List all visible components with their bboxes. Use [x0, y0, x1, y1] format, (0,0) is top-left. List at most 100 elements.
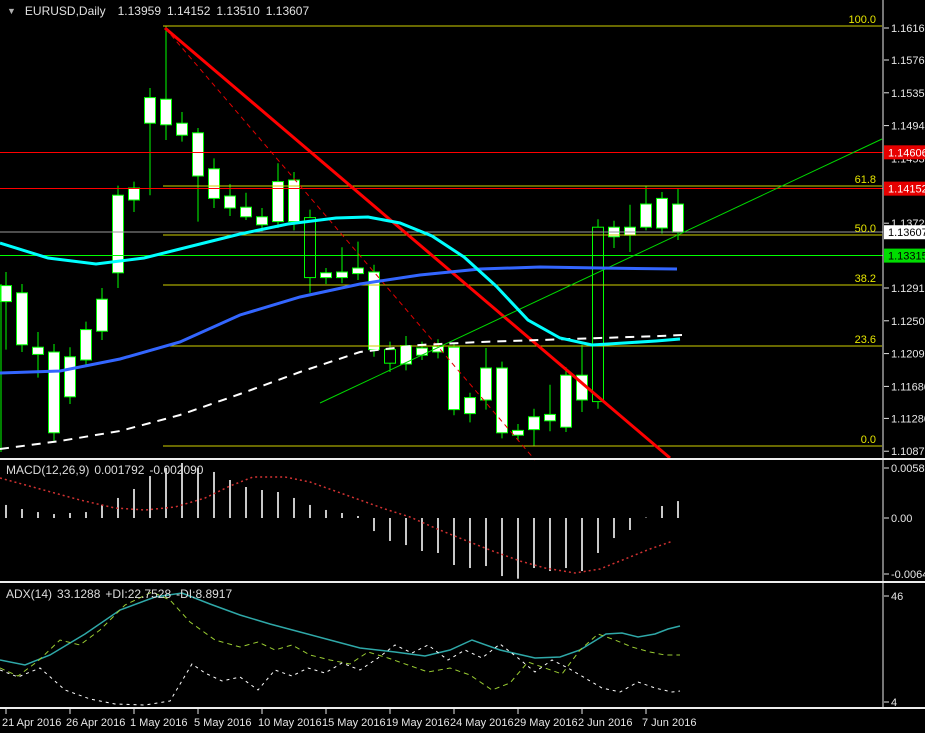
price-axis-label: 1.11680 — [891, 381, 925, 393]
date-axis-label: 15 May 2016 — [322, 717, 386, 729]
long-ma-dashed — [0, 334, 683, 450]
candle-body — [192, 132, 204, 177]
candle-body — [464, 397, 476, 415]
macd-indicator-name: MACD(12,26,9) — [6, 463, 90, 477]
candle-body — [240, 206, 252, 218]
adx-axis-label: 4 — [891, 697, 897, 709]
fib-level-label: 38.2 — [855, 273, 876, 285]
candle-body — [0, 285, 12, 303]
price-axis-label: 1.10870 — [891, 446, 925, 458]
adx-main-line — [0, 592, 681, 666]
price-badge-label: 1.13607 — [888, 227, 925, 239]
candle-body — [528, 416, 540, 431]
fib-level-label: 50.0 — [855, 223, 876, 235]
adx-main-value: 33.1288 — [57, 587, 101, 601]
date-axis-label: 7 Jun 2016 — [642, 717, 696, 729]
price-badge — [884, 145, 925, 160]
candle-body — [352, 267, 364, 275]
candle-body — [304, 217, 316, 279]
plus-di-line — [0, 591, 680, 691]
fast-ma — [0, 215, 681, 347]
adx-pane-label: ADX(14) 33.1288 +DI:22.7528 -DI:8.8917 — [6, 587, 237, 601]
candle-body — [32, 346, 44, 355]
price-badge-label: 1.14606 — [888, 147, 925, 159]
candle-body — [672, 203, 684, 233]
price-badge — [884, 181, 925, 196]
price-badge — [884, 225, 925, 240]
candle-body — [160, 98, 172, 126]
chart-title-bar: ▼ EURUSD,Daily 1.13959 1.14152 1.13510 1.1360… — [7, 4, 315, 18]
ohlc-close-value: 1.13607 — [265, 4, 310, 18]
price-badge-label: 1.14152 — [888, 184, 925, 196]
adx-minus-di-value: -DI:8.8917 — [176, 587, 233, 601]
candle-body — [416, 347, 428, 356]
price-badge — [884, 248, 925, 263]
downtrend-dashed-line — [164, 27, 536, 461]
fib-level-label: 61.8 — [855, 174, 876, 186]
candle-body — [640, 203, 652, 228]
date-axis-label: 29 May 2016 — [514, 717, 578, 729]
candle-body — [592, 226, 604, 403]
price-axis-label: 1.11280 — [891, 413, 925, 425]
candle-body — [320, 272, 332, 279]
candle-body — [256, 216, 268, 226]
date-axis-label: 21 Apr 2016 — [2, 717, 61, 729]
candle-body — [544, 413, 556, 422]
candle-body — [496, 367, 508, 434]
candle-body — [288, 179, 300, 223]
candle-body — [560, 374, 572, 428]
date-axis-label: 5 May 2016 — [194, 717, 251, 729]
candle-body — [624, 226, 636, 236]
candle-body — [128, 187, 140, 201]
candle-body — [176, 122, 188, 136]
slow-ma — [0, 265, 678, 375]
candle-body — [64, 356, 76, 398]
date-axis-label: 2 Jun 2016 — [578, 717, 632, 729]
macd-axis-label: 0.005817 — [891, 463, 925, 475]
macd-signal-line — [0, 476, 674, 574]
downtrend-line — [164, 26, 671, 460]
minus-di-line — [0, 643, 681, 706]
candle-body — [16, 292, 28, 346]
price-axis-label: 1.16160 — [891, 23, 925, 35]
price-axis-label: 1.12500 — [891, 316, 925, 328]
symbol-timeframe-label: EURUSD,Daily — [24, 4, 106, 18]
macd-signal-value: -0.002090 — [149, 463, 204, 477]
ohlc-low-value: 1.13510 — [216, 4, 260, 18]
fib-level-label: 0.0 — [861, 434, 876, 446]
adx-axis-label: 46 — [891, 591, 903, 603]
macd-axis-label: -0.006423 — [891, 569, 925, 581]
macd-pane-label: MACD(12,26,9) 0.001792 -0.002090 — [6, 463, 208, 477]
candle-body — [512, 429, 524, 436]
candle-body — [224, 195, 236, 209]
candle-body — [336, 271, 348, 279]
ohlc-high-value: 1.14152 — [167, 4, 211, 18]
candle-body — [112, 194, 124, 274]
uptrend-line — [319, 138, 883, 404]
date-axis-label: 24 May 2016 — [450, 717, 514, 729]
price-axis-label: 1.15760 — [891, 55, 925, 67]
date-axis-label: 26 Apr 2016 — [66, 717, 125, 729]
candle-body — [448, 346, 460, 411]
candle-body — [480, 367, 492, 401]
fib-level-label: 100.0 — [848, 14, 876, 26]
candle-body — [80, 329, 92, 361]
price-badge-label: 1.13315 — [888, 251, 925, 263]
macd-main-value: 0.001792 — [94, 463, 145, 477]
date-axis-label: 19 May 2016 — [386, 717, 450, 729]
candle-body — [208, 168, 220, 199]
symbol-dropdown-icon[interactable]: ▼ — [7, 6, 16, 16]
candle-body — [96, 298, 108, 332]
candle-body — [384, 349, 396, 364]
fib-level-label: 23.6 — [855, 334, 876, 346]
macd-axis-label: 0.00 — [891, 513, 912, 525]
date-axis-label: 1 May 2016 — [130, 717, 187, 729]
price-axis-label: 1.12910 — [891, 283, 925, 295]
adx-indicator-name: ADX(14) — [6, 587, 53, 601]
candle-body — [48, 351, 60, 434]
candle-body — [144, 97, 156, 124]
price-axis-label: 1.14940 — [891, 121, 925, 133]
ohlc-open-value: 1.13959 — [117, 4, 161, 18]
